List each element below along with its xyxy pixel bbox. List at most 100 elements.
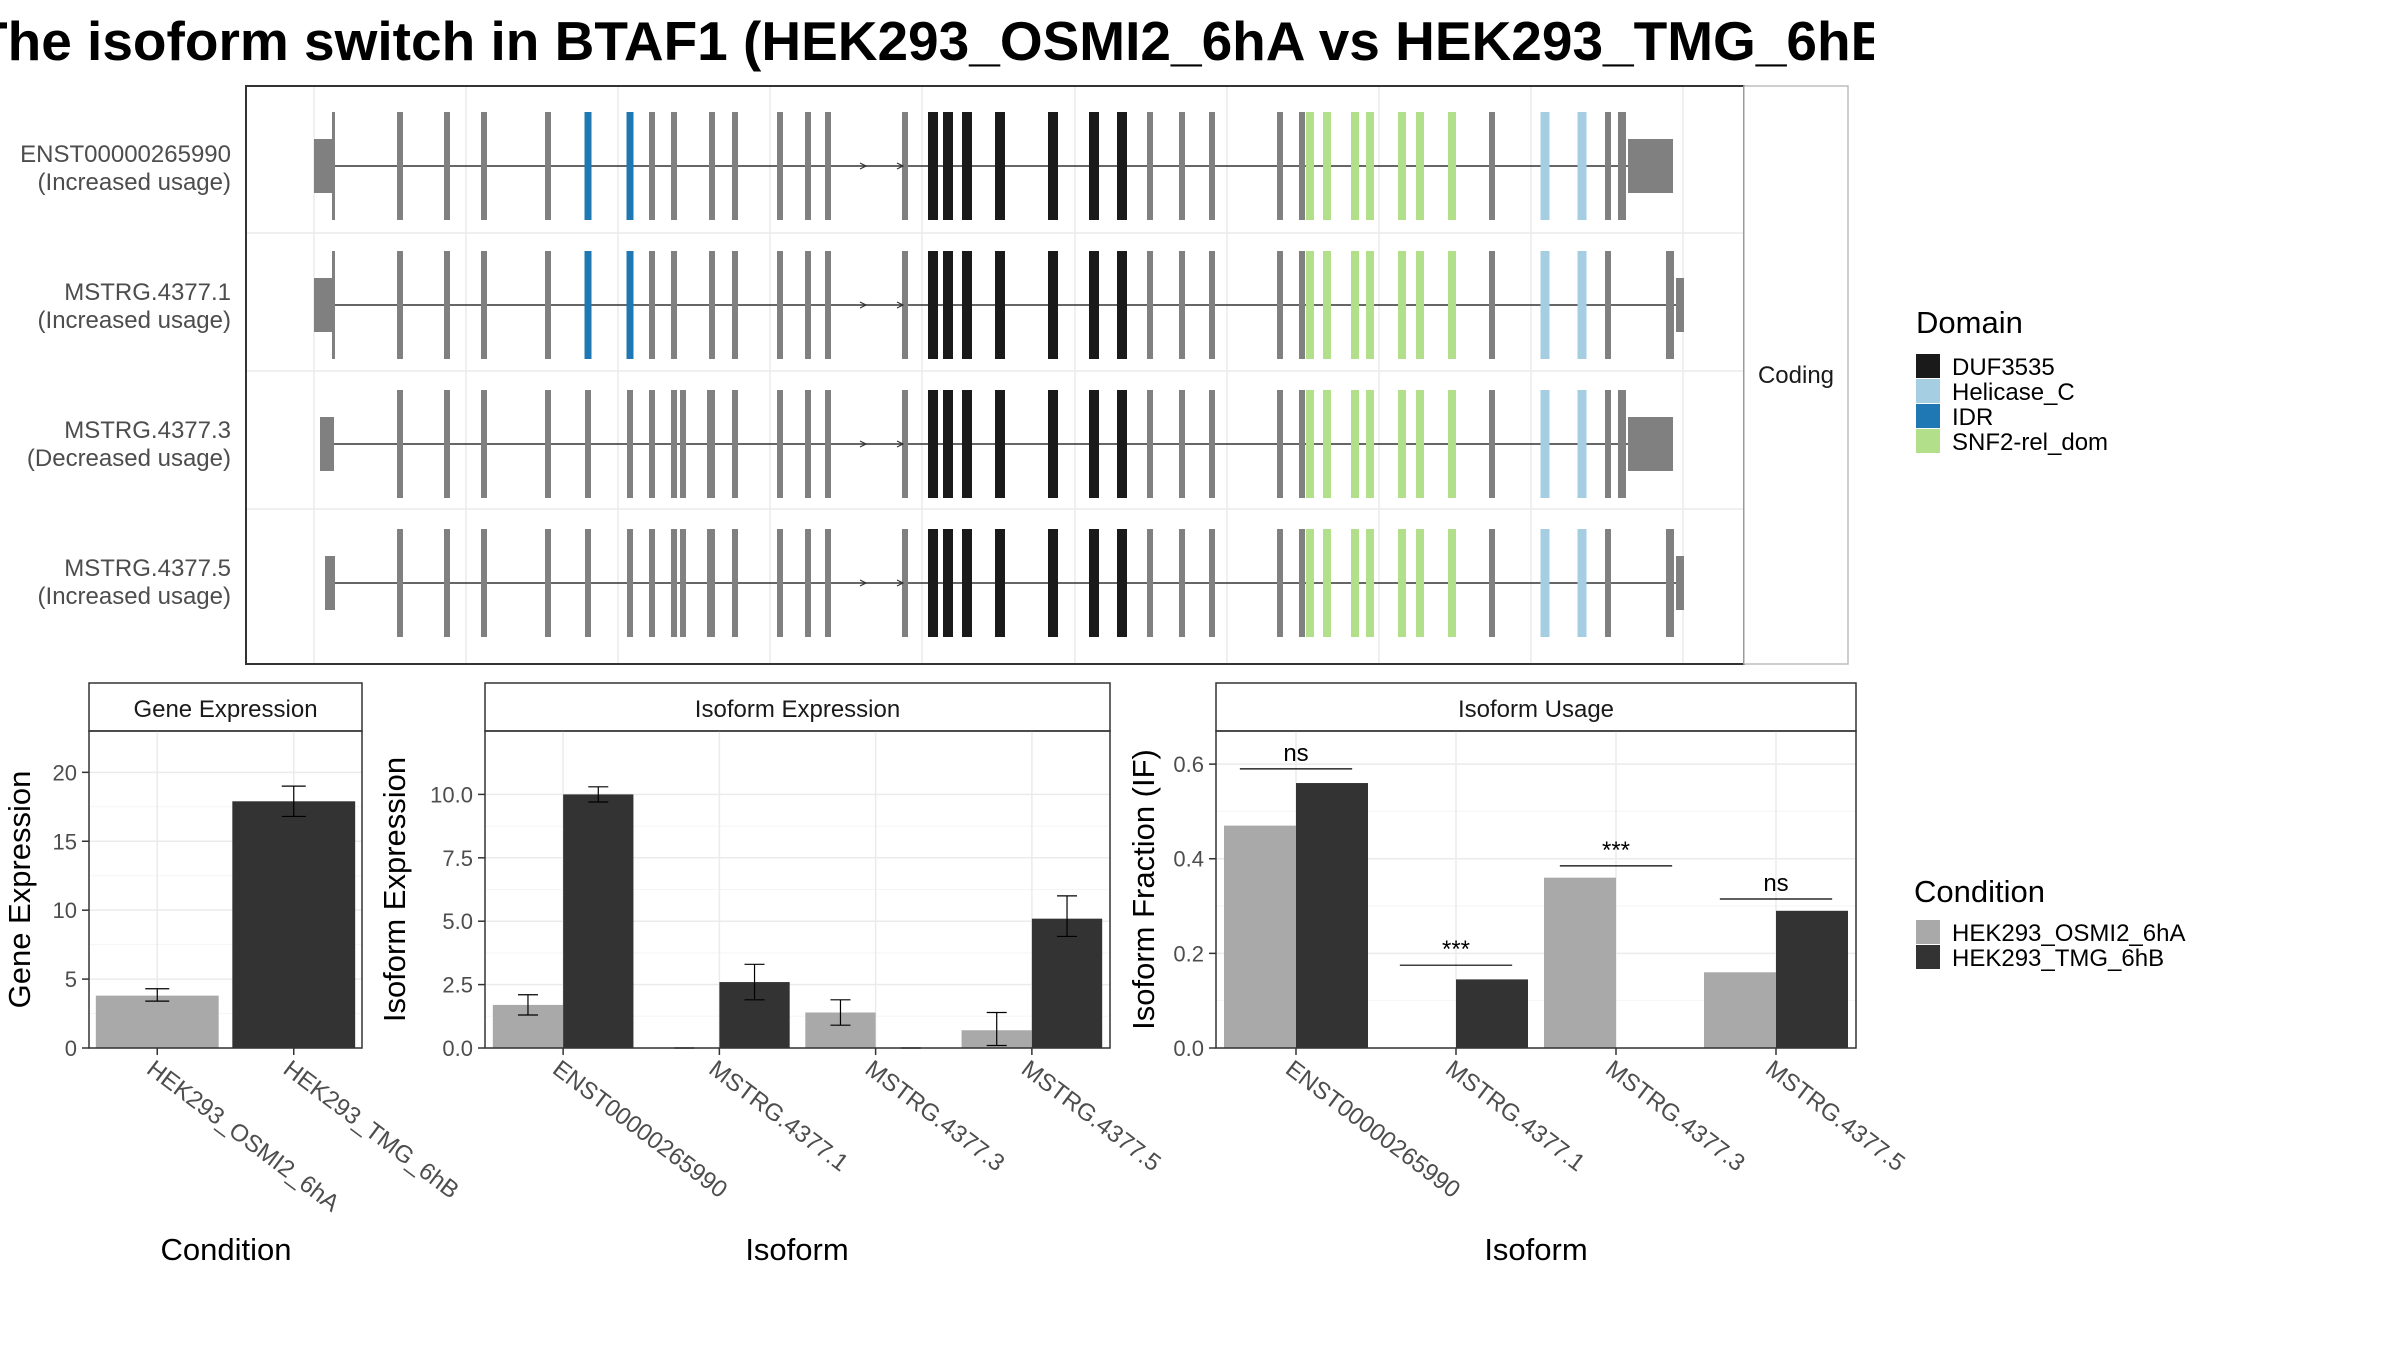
panel-border	[484, 730, 1111, 1049]
exon-exon	[397, 251, 403, 359]
y-tick-label: 7.5	[442, 846, 473, 871]
exon-snf2-rel_dom	[1306, 529, 1314, 637]
exon-duf3535	[962, 112, 972, 220]
exon-duf3535	[1048, 112, 1058, 220]
exon-snf2-rel_dom	[1323, 390, 1331, 498]
x-axis-title: Condition	[161, 1232, 292, 1267]
panel-border	[1215, 730, 1857, 1049]
exon-snf2-rel_dom	[1323, 529, 1331, 637]
y-axis-title: Gene Expression	[2, 771, 37, 1009]
exon-exon	[397, 112, 403, 220]
exon-snf2-rel_dom	[1448, 112, 1456, 220]
exon-duf3535	[928, 112, 938, 220]
strand-arrow	[896, 440, 905, 448]
exon-exon	[1209, 112, 1215, 220]
exon-exon	[825, 112, 831, 220]
exon-duf3535	[995, 251, 1005, 359]
exon-exon	[902, 251, 908, 359]
exon-exon	[545, 112, 551, 220]
domain-legend-title: Domain	[1916, 305, 2023, 340]
y-tick-label: 0.0	[1173, 1036, 1204, 1061]
exon-exon	[649, 529, 655, 637]
exon-snf2-rel_dom	[1351, 112, 1359, 220]
utr-exon-end	[1676, 556, 1684, 610]
exon-helicase_c	[1577, 390, 1587, 498]
title-clip: The isoform switch in BTAF1 (HEK293_OSMI…	[0, 0, 1880, 80]
bar	[95, 995, 219, 1048]
significance-label: ***	[1442, 936, 1470, 963]
x-tick-label: MSTRG.4377.5	[1760, 1055, 1909, 1177]
exon	[332, 112, 335, 220]
exon	[332, 251, 335, 359]
exon-snf2-rel_dom	[1416, 112, 1424, 220]
x-tick-label: ENST00000265990	[548, 1055, 733, 1203]
exon-exon	[1209, 251, 1215, 359]
y-tick-label: 20	[53, 760, 77, 785]
exon-exon	[732, 529, 738, 637]
exon-snf2-rel_dom	[1398, 251, 1406, 359]
exon-exon	[671, 251, 677, 359]
exon-exon	[1489, 390, 1495, 498]
legend-label-duf3535: DUF3535	[1952, 354, 2055, 381]
exon-duf3535	[943, 251, 953, 359]
exon-snf2-rel_dom	[1366, 529, 1374, 637]
bar	[1456, 979, 1528, 1048]
transcript-name: ENST00000265990	[20, 141, 231, 168]
exon-duf3535	[995, 112, 1005, 220]
exon-duf3535	[1117, 112, 1127, 220]
exon-exon	[1147, 251, 1153, 359]
bars: ns *** *** ns	[1224, 740, 1848, 1048]
exon-helicase_c	[1540, 112, 1550, 220]
y-tick-label: 10	[53, 898, 77, 923]
exon-exon	[1299, 251, 1305, 359]
exon-exon	[627, 529, 633, 637]
legend-label-idr: IDR	[1952, 404, 1993, 431]
strand-arrow	[896, 579, 905, 587]
exon-snf2-rel_dom	[1366, 390, 1374, 498]
exon-exon	[732, 390, 738, 498]
exon-exon	[649, 251, 655, 359]
exon	[1666, 529, 1674, 637]
bar	[232, 801, 356, 1048]
exon-exon	[805, 390, 811, 498]
exon-duf3535	[928, 529, 938, 637]
bar	[1776, 910, 1848, 1048]
transcript-name: MSTRG.4377.3	[64, 417, 231, 444]
bar	[1224, 825, 1296, 1048]
exon-exon	[1299, 112, 1305, 220]
exon-idr	[626, 112, 634, 220]
isoform-expression-chart: Isoform Expression 0.0 2.5 5.0 7.5 10.0 ENST00…	[377, 682, 1166, 1267]
exon-exon	[671, 529, 677, 637]
exon-exon	[1489, 251, 1495, 359]
exon-snf2-rel_dom	[1448, 251, 1456, 359]
exon-exon	[825, 251, 831, 359]
exon-exon	[444, 251, 450, 359]
condition-legend: Condition HEK293_OSMI2_6hA HEK293_TMG_6h…	[1914, 874, 2185, 972]
exon-exon	[649, 390, 655, 498]
transcript-status: (Increased usage)	[38, 169, 231, 196]
exon-exon	[545, 390, 551, 498]
exon-helicase_c	[1540, 529, 1550, 637]
legend-label-condition-a: HEK293_OSMI2_6hA	[1952, 920, 2185, 947]
y-tick-label: 5.0	[442, 909, 473, 934]
exon-snf2-rel_dom	[1351, 529, 1359, 637]
panel-header-strip	[1215, 682, 1857, 732]
exon-snf2-rel_dom	[1448, 390, 1456, 498]
exon-duf3535	[962, 251, 972, 359]
exon-snf2-rel_dom	[1323, 251, 1331, 359]
legend-swatch-condition-a	[1916, 920, 1940, 944]
utr-exon	[314, 139, 332, 193]
exon-exon	[777, 112, 783, 220]
y-tick-label: 0.0	[442, 1036, 473, 1061]
transcript-row-2	[320, 390, 1673, 498]
exon-snf2-rel_dom	[1306, 112, 1314, 220]
exon-helicase_c	[1577, 251, 1587, 359]
exon-exon	[444, 390, 450, 498]
exon-exon	[481, 112, 487, 220]
exon-exon	[1179, 529, 1185, 637]
utr-exon-end	[1628, 139, 1673, 193]
exon-snf2-rel_dom	[1306, 390, 1314, 498]
panel-title: Isoform Expression	[695, 696, 900, 723]
exon-duf3535	[943, 390, 953, 498]
